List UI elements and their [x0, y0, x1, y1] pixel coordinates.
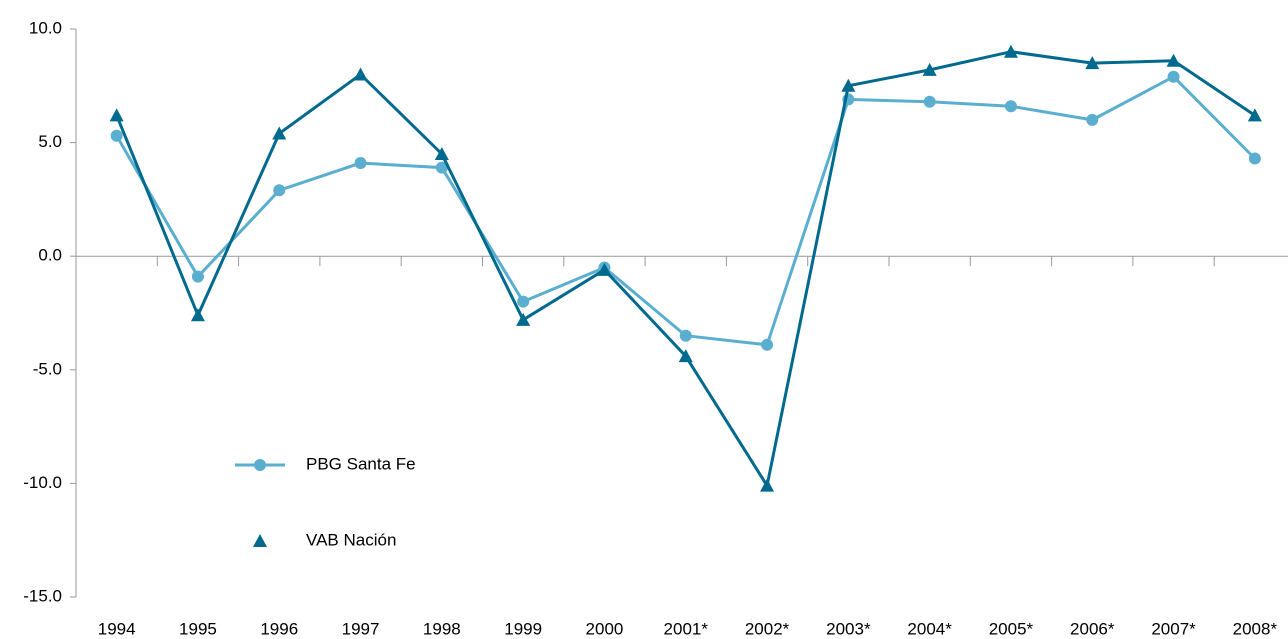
y-tick-label: 0.0 — [38, 246, 62, 265]
point — [678, 349, 693, 363]
point — [1167, 70, 1180, 83]
x-tick-label: 2008* — [1233, 619, 1278, 638]
point — [1004, 100, 1017, 113]
point — [841, 78, 856, 92]
point — [761, 338, 774, 351]
legend-label: VAB Nación — [306, 530, 396, 549]
x-tick-label: 2005* — [989, 619, 1034, 638]
x-tick-label: 1994 — [98, 619, 136, 638]
x-tick-label: 2002* — [745, 619, 790, 638]
x-tick-label: 1995 — [179, 619, 217, 638]
series-line — [115, 74, 1256, 347]
x-tick-label: 1996 — [260, 619, 298, 638]
point — [190, 308, 205, 322]
point — [110, 129, 123, 142]
point — [273, 184, 286, 197]
x-tick-label: 2000 — [586, 619, 624, 638]
y-tick-label: -15.0 — [23, 586, 62, 605]
point — [435, 161, 448, 174]
x-tick-label: 2006* — [1070, 619, 1115, 638]
point — [679, 329, 692, 342]
x-tick-label: 2004* — [907, 619, 952, 638]
point — [516, 312, 531, 326]
point — [597, 262, 612, 276]
y-tick-label: -10.0 — [23, 473, 62, 492]
y-tick-label: -5.0 — [33, 359, 62, 378]
point — [253, 534, 267, 547]
point — [109, 108, 124, 122]
point — [1248, 152, 1261, 165]
y-tick-label: 10.0 — [29, 18, 62, 37]
x-tick-label: 1998 — [423, 619, 461, 638]
point — [1085, 56, 1100, 70]
x-tick-label: 2003* — [826, 619, 871, 638]
point — [254, 459, 266, 471]
point — [434, 146, 449, 160]
point — [272, 126, 287, 140]
point — [760, 478, 775, 492]
legend-label: PBG Santa Fe — [306, 454, 416, 473]
point — [1166, 53, 1181, 67]
x-tick-label: 2007* — [1151, 619, 1196, 638]
point — [353, 67, 368, 81]
point — [1003, 44, 1018, 58]
x-tick-label: 2001* — [664, 619, 709, 638]
point — [354, 157, 367, 170]
point — [517, 295, 530, 308]
series-line — [115, 50, 1256, 490]
point — [191, 270, 204, 283]
x-tick-label: 1999 — [504, 619, 542, 638]
point — [923, 95, 936, 108]
point — [1086, 113, 1099, 126]
point — [922, 62, 937, 76]
y-tick-label: 5.0 — [38, 132, 62, 151]
point — [1247, 108, 1262, 122]
x-tick-label: 1997 — [342, 619, 380, 638]
